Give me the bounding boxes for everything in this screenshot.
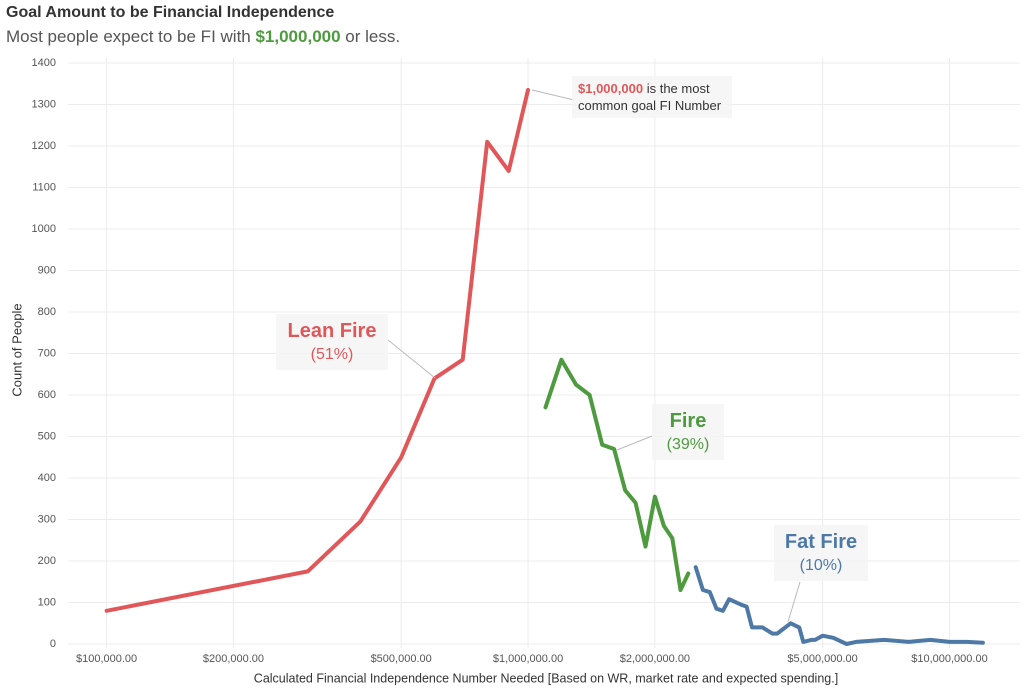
y-tick-label: 900 <box>38 264 56 276</box>
plot: 0 100 200 300 400 500 600 700 800 900 1000 1100 1200… <box>32 57 1020 665</box>
x-tick-label: $10,000,000.00 <box>911 653 987 665</box>
series-label: Fat Fire (10%) <box>774 525 868 581</box>
y-tick-label: 0 <box>50 638 56 650</box>
subtitle-text: Most people expect to be FI with <box>6 27 256 46</box>
y-tick-label: 1300 <box>32 98 56 110</box>
series-name: Lean Fire <box>287 320 377 342</box>
x-tick-label: $100,000.00 <box>76 653 137 665</box>
series-share: (10%) <box>799 557 843 574</box>
subtitle-highlight: $1,000,000 <box>255 27 341 46</box>
annotation-text: is the most common goal FI Number <box>578 81 722 113</box>
y-tick-label: 1000 <box>32 223 56 235</box>
x-tick-label: $500,000.00 <box>371 653 432 665</box>
connector <box>531 89 575 101</box>
y-tick-label: 400 <box>38 472 56 484</box>
y-tick-label: 700 <box>38 347 56 359</box>
series-label: Lean Fire (51%) <box>276 314 388 370</box>
x-tick-label: $5,000,000.00 <box>787 653 857 665</box>
y-tick-label: 1200 <box>32 140 56 152</box>
y-tick-label: 600 <box>38 389 56 401</box>
chart-title: Goal Amount to be Financial Independence <box>6 4 335 21</box>
annotation-highlight: $1,000,000 <box>578 81 644 96</box>
connector <box>616 435 653 451</box>
y-tick-label: 200 <box>38 555 56 567</box>
y-tick-label: 300 <box>38 513 56 525</box>
series-name: Fat Fire <box>784 531 858 553</box>
y-tick-label: 500 <box>38 430 56 442</box>
annotation: $1,000,000 is the most common goal FI Nu… <box>572 76 732 118</box>
series-line <box>104 88 530 613</box>
x-axis-label: Calculated Financial Independence Number… <box>254 671 838 685</box>
connector <box>787 581 801 623</box>
y-tick-label: 100 <box>38 596 56 608</box>
y-axis-label: Count of People <box>9 303 24 396</box>
series-line <box>543 357 691 592</box>
x-tick-label: $1,000,000.00 <box>493 653 563 665</box>
y-tick-label: 1400 <box>32 57 56 69</box>
series-label: Fire (39%) <box>652 404 724 460</box>
series-name: Fire <box>669 410 707 432</box>
x-tick-label: $200,000.00 <box>203 653 264 665</box>
connector <box>387 339 436 379</box>
x-tick-label: $2,000,000.00 <box>620 653 690 665</box>
series-share: (51%) <box>310 346 354 363</box>
series-line <box>693 565 985 646</box>
y-tick-label: 1100 <box>32 181 56 193</box>
y-tick-label: 800 <box>38 306 56 318</box>
subtitle-text: or less. <box>340 27 401 46</box>
series-share: (39%) <box>666 436 710 453</box>
subtitle: Most people expect to be FI with $1,000,… <box>6 27 400 47</box>
